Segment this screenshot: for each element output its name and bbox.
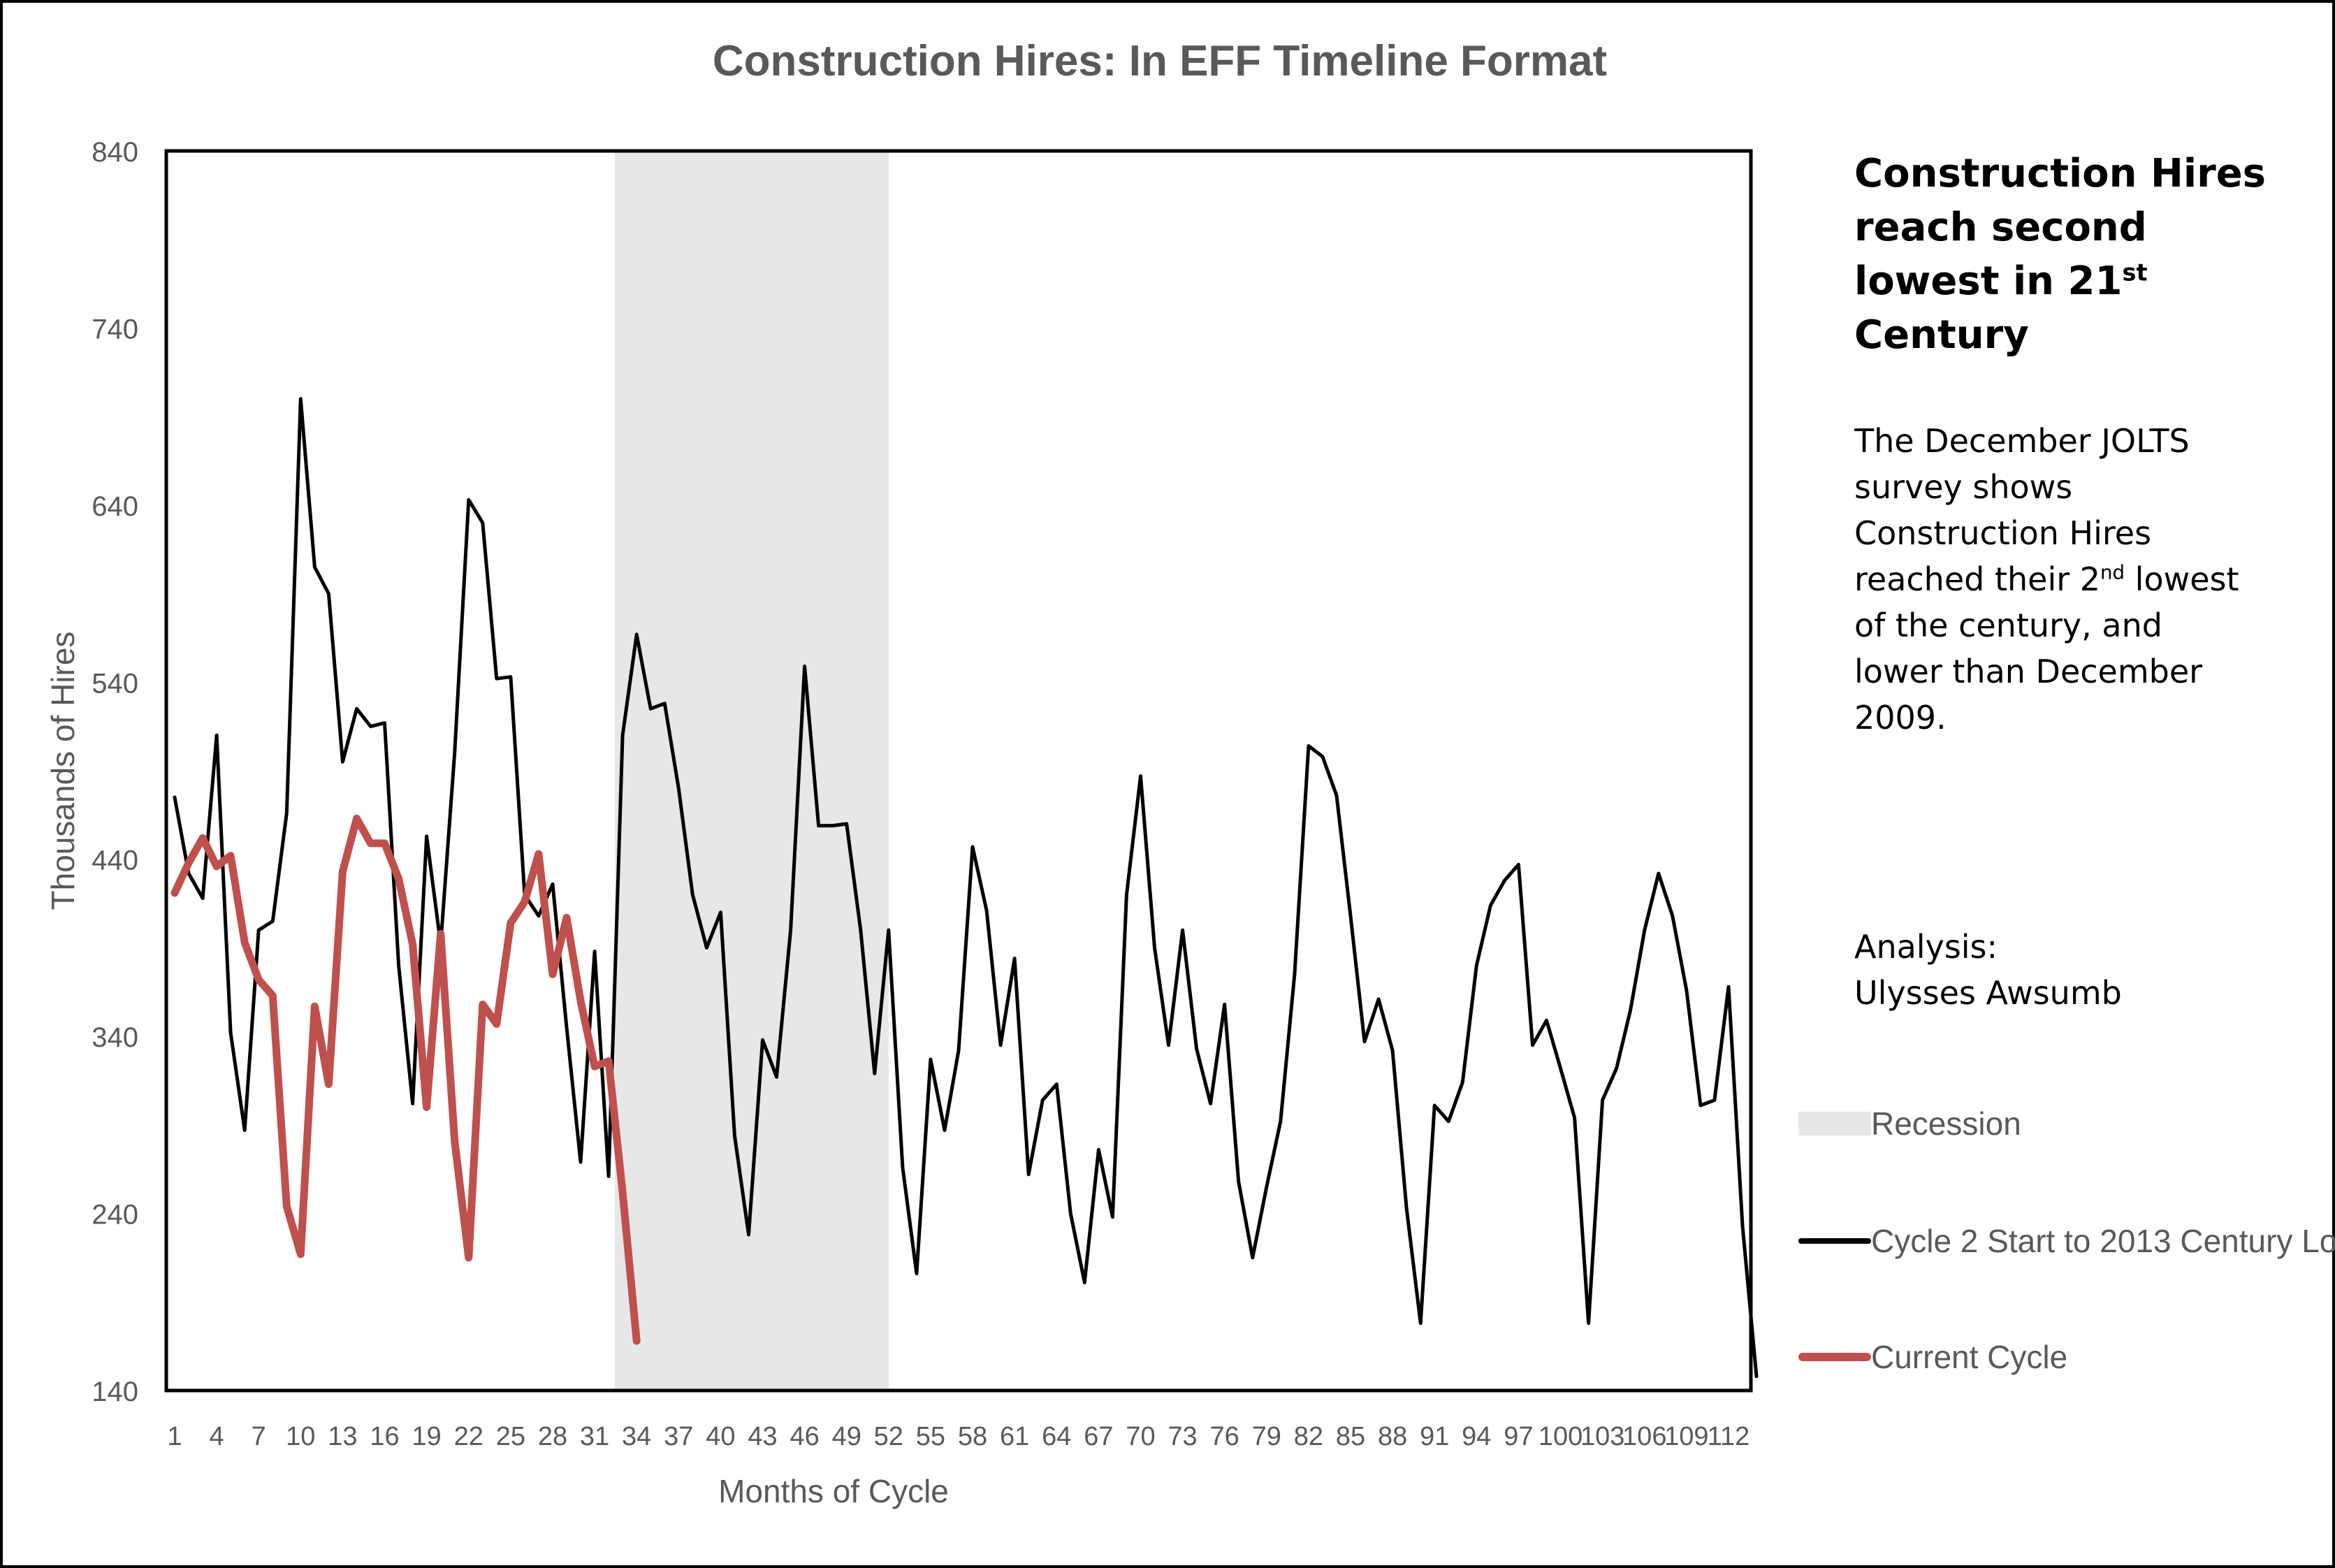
- plot-area: [164, 149, 1753, 1393]
- chart-title: Construction Hires: In EFF Timeline Form…: [712, 37, 1608, 85]
- x-tick-label: 103: [1580, 1422, 1624, 1451]
- x-tick-label: 13: [328, 1422, 357, 1451]
- legend-item-current: Current Cycle: [1798, 1336, 2067, 1378]
- x-tick-label: 61: [1000, 1422, 1029, 1451]
- summary-text: The December JOLTS survey shows Construc…: [1854, 418, 2246, 741]
- series-layer: [170, 397, 1759, 1379]
- x-tick-label: 76: [1210, 1422, 1239, 1451]
- x-tick-label: 4: [210, 1422, 224, 1451]
- x-tick-label: 67: [1084, 1422, 1113, 1451]
- summary-text-end: lowest of the century, and lower than De…: [1854, 560, 2239, 736]
- x-axis-label: Months of Cycle: [718, 1473, 949, 1509]
- x-tick-label: 25: [496, 1422, 525, 1451]
- x-tick-label: 31: [580, 1422, 609, 1451]
- headline: Construction Hires reach second lowest i…: [1854, 147, 2274, 362]
- y-tick-label: 440: [92, 845, 138, 876]
- x-tick-label: 112: [1708, 1422, 1750, 1451]
- analysis-label: Analysis:: [1854, 928, 1998, 966]
- x-tick-label: 22: [454, 1422, 483, 1451]
- x-tick-label: 91: [1420, 1422, 1449, 1451]
- legend-item-cycle2: Cycle 2 Start to 2013 Century Low: [1798, 1220, 2335, 1262]
- x-tick-label: 40: [706, 1422, 735, 1451]
- x-tick-label: 28: [538, 1422, 567, 1451]
- x-tick-label: 73: [1168, 1422, 1197, 1451]
- y-tick-label: 340: [92, 1022, 138, 1053]
- headline-text: Construction Hires reach second lowest i…: [1854, 151, 2267, 304]
- y-axis-label: Thousands of Hires: [45, 632, 81, 910]
- x-tick-label: 70: [1126, 1422, 1155, 1451]
- legend-label-cycle2: Cycle 2 Start to 2013 Century Low: [1871, 1223, 2335, 1259]
- x-tick-label: 52: [874, 1422, 903, 1451]
- x-tick-label: 64: [1042, 1422, 1071, 1451]
- x-tick-labels: 1 4 7 10 13 16 19 22 25 28 31 34 37 40 43 46 49 52 55 58 61 6…: [167, 1422, 1750, 1451]
- headline-text-end: Century: [1854, 312, 2029, 358]
- legend-label-recession: Recession: [1871, 1105, 2021, 1142]
- x-tick-label: 19: [412, 1422, 442, 1451]
- legend-item-recession: Recession: [1798, 1103, 2021, 1145]
- legend-label-current: Current Cycle: [1871, 1339, 2068, 1375]
- x-tick-label: 100: [1539, 1422, 1583, 1451]
- y-tick-label: 140: [92, 1377, 138, 1407]
- x-tick-label: 55: [916, 1422, 945, 1451]
- x-tick-label: 79: [1252, 1422, 1281, 1451]
- x-tick-label: 34: [622, 1422, 651, 1451]
- x-tick-label: 43: [748, 1422, 777, 1451]
- legend-swatch-cycle2: [1798, 1238, 1871, 1244]
- analysis-credit: Analysis: Ulysses Awsumb: [1854, 924, 2246, 1016]
- y-tick-labels: 140 240 340 440 540 640 740 840: [92, 137, 138, 1407]
- y-tick-label: 240: [92, 1200, 138, 1231]
- plot-border: [164, 149, 1753, 1393]
- x-tick-label: 37: [664, 1422, 693, 1451]
- x-tick-label: 49: [832, 1422, 861, 1451]
- y-tick-label: 740: [92, 314, 138, 344]
- legend-swatch-recession: [1798, 1112, 1871, 1135]
- x-tick-label: 106: [1622, 1422, 1666, 1451]
- series-line-current: [170, 814, 641, 1345]
- x-tick-label: 82: [1294, 1422, 1323, 1451]
- y-tick-label: 640: [92, 491, 138, 522]
- summary-superscript: nd: [2100, 560, 2125, 584]
- series-line-cycle2: [173, 397, 1759, 1379]
- x-tick-label: 58: [958, 1422, 987, 1451]
- x-tick-label: 88: [1378, 1422, 1407, 1451]
- summary-text-start: The December JOLTS survey shows Construc…: [1854, 422, 2190, 598]
- x-tick-label: 94: [1462, 1422, 1491, 1451]
- x-tick-label: 1: [167, 1422, 182, 1451]
- y-tick-label: 840: [92, 137, 138, 168]
- x-tick-label: 97: [1504, 1422, 1533, 1451]
- analyst-name: Ulysses Awsumb: [1854, 974, 2122, 1012]
- x-tick-label: 46: [790, 1422, 819, 1451]
- headline-superscript: st: [2122, 259, 2148, 286]
- x-tick-label: 7: [252, 1422, 266, 1451]
- x-tick-label: 85: [1336, 1422, 1365, 1451]
- x-tick-label: 10: [286, 1422, 315, 1451]
- x-tick-label: 16: [370, 1422, 399, 1451]
- y-tick-label: 540: [92, 668, 138, 699]
- legend-swatch-current: [1798, 1353, 1871, 1361]
- x-tick-label: 109: [1664, 1422, 1708, 1451]
